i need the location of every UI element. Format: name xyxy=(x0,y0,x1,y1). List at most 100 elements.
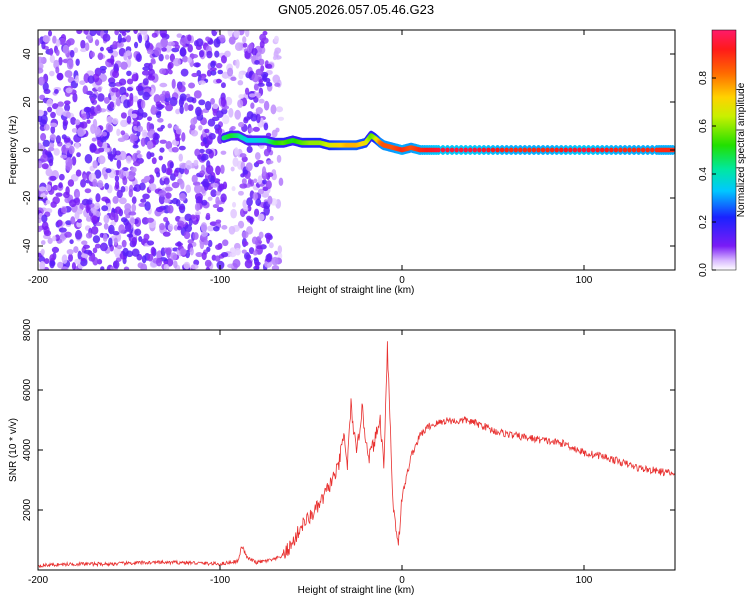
heatmap-cell xyxy=(99,65,107,71)
heatmap-cell xyxy=(94,169,102,179)
heatmap-cell xyxy=(207,225,215,232)
heatmap-cell xyxy=(265,253,272,263)
heatmap-cell xyxy=(82,244,90,249)
heatmap-cell xyxy=(92,178,98,188)
heatmap-cell xyxy=(155,257,163,267)
heatmap-cell xyxy=(206,135,213,145)
heatmap-cell xyxy=(172,197,179,205)
heatmap-cell xyxy=(171,146,179,153)
heatmap-cell xyxy=(159,30,167,37)
heatmap-cell xyxy=(158,194,165,205)
heatmap-cell xyxy=(182,55,189,63)
heatmap-cell xyxy=(278,177,284,187)
heatmap-cell xyxy=(151,157,157,165)
heatmap-cell xyxy=(131,196,137,204)
spectrogram-x-axis-label: Height of straight line (km) xyxy=(298,285,415,296)
heatmap-cell xyxy=(52,235,57,242)
heatmap-cell xyxy=(120,61,128,70)
heatmap-cell xyxy=(89,30,97,37)
heatmap-cell xyxy=(159,68,167,75)
heatmap-cell xyxy=(153,94,161,104)
heatmap-cell xyxy=(210,60,216,68)
heatmap-cell xyxy=(261,166,267,177)
heatmap-cell xyxy=(148,183,157,191)
colorbar-gradient xyxy=(712,30,736,270)
heatmap-cell xyxy=(76,208,83,215)
heatmap-cell xyxy=(265,160,274,165)
heatmap-cell xyxy=(178,97,184,108)
heatmap-cell xyxy=(563,147,568,153)
heatmap-cell xyxy=(183,231,191,240)
heatmap-cell xyxy=(158,189,167,197)
heatmap-cell xyxy=(167,61,174,69)
colorbar-label: Normalized spectral amplitude xyxy=(736,82,747,217)
heatmap-cell xyxy=(234,42,243,52)
heatmap-cell xyxy=(38,56,44,64)
heatmap-cell xyxy=(180,68,189,77)
heatmap-cell xyxy=(265,180,272,190)
heatmap-cell xyxy=(70,216,76,225)
heatmap-cell xyxy=(609,147,614,153)
heatmap-cell xyxy=(126,175,135,180)
heatmap-cell xyxy=(147,253,154,262)
heatmap-cell xyxy=(141,70,150,76)
heatmap-cell xyxy=(190,264,199,270)
heatmap-cell xyxy=(277,245,283,254)
heatmap-cell xyxy=(216,206,224,213)
heatmap-cell xyxy=(195,38,204,47)
heatmap-cell xyxy=(263,122,269,131)
heatmap-cell xyxy=(454,147,459,153)
spectrogram-track xyxy=(220,130,675,155)
heatmap-cell xyxy=(477,147,482,153)
heatmap-cell xyxy=(64,103,71,112)
heatmap-cell xyxy=(167,204,174,214)
heatmap-cell xyxy=(87,75,95,84)
heatmap-cell xyxy=(85,203,90,214)
heatmap-cell xyxy=(204,128,210,134)
heatmap-cell xyxy=(204,100,212,111)
heatmap-cell xyxy=(167,123,173,129)
heatmap-cell xyxy=(257,213,265,222)
heatmap-cell xyxy=(237,220,245,229)
heatmap-cell xyxy=(168,69,173,75)
heatmap-cell xyxy=(179,37,187,46)
heatmap-cell xyxy=(178,205,185,211)
heatmap-cell xyxy=(173,260,178,269)
heatmap-cell xyxy=(132,160,141,167)
heatmap-cell xyxy=(113,213,119,223)
heatmap-cell xyxy=(622,147,628,153)
heatmap-cell xyxy=(65,111,71,119)
heatmap-cell xyxy=(126,86,134,92)
heatmap-cell xyxy=(445,147,450,153)
heatmap-cell xyxy=(155,111,162,119)
heatmap-cell xyxy=(220,164,225,174)
heatmap-cell xyxy=(107,49,114,54)
heatmap-cell xyxy=(125,155,132,164)
y-tick-label: 8000 xyxy=(22,318,33,341)
heatmap-cell xyxy=(175,108,181,115)
heatmap-cell xyxy=(112,70,120,79)
heatmap-cell xyxy=(187,44,193,53)
heatmap-cell xyxy=(165,140,173,150)
heatmap-cell xyxy=(58,227,67,233)
spectrogram-y-axis: -40 -20 0 20 40 xyxy=(22,48,675,253)
heatmap-cell xyxy=(522,147,528,153)
heatmap-cell xyxy=(84,188,92,194)
heatmap-cell xyxy=(107,153,114,161)
heatmap-cell xyxy=(207,118,216,127)
heatmap-cell xyxy=(114,150,121,156)
heatmap-cell xyxy=(230,76,237,82)
heatmap-cell xyxy=(178,85,186,93)
heatmap-cell xyxy=(40,240,46,245)
heatmap-cell xyxy=(463,147,468,153)
heatmap-cell xyxy=(133,41,139,49)
heatmap-cell xyxy=(248,247,255,255)
heatmap-cell xyxy=(45,199,51,205)
heatmap-cell xyxy=(175,137,181,142)
heatmap-cell xyxy=(238,71,244,80)
heatmap-cell xyxy=(38,256,46,263)
heatmap-cell xyxy=(238,190,244,196)
colorbar-tick-label: 0.4 xyxy=(698,167,709,181)
heatmap-cell xyxy=(89,96,95,102)
heatmap-cell xyxy=(49,260,56,267)
